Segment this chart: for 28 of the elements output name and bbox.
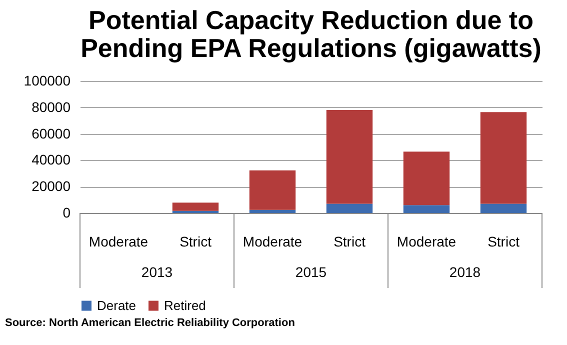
chart-title: Potential Capacity Reduction due to Pending EPA Regulations (gigawatts) [80, 5, 542, 63]
bar [249, 210, 296, 213]
bar [403, 152, 450, 206]
y-tick-label: 20000 [32, 178, 71, 194]
x-tick-label: Moderate [242, 234, 302, 250]
x-tick-label: Strict [180, 234, 212, 250]
x-tick-label: Strict [334, 234, 366, 250]
y-tick-label: 40000 [32, 152, 71, 168]
x-tick-label: Strict [488, 234, 520, 250]
legend-label: Derate [97, 298, 136, 313]
y-tick-label: 60000 [32, 125, 71, 142]
source-note: Source: North American Electric Reliability Corporation [5, 317, 296, 329]
bar [326, 110, 373, 204]
y-tick-label: 100000 [24, 72, 71, 88]
x-tick-label: Moderate [396, 234, 456, 250]
y-tick-label: 0 [62, 204, 71, 220]
bar [403, 205, 450, 213]
text: 2018 [449, 264, 481, 280]
bar [480, 112, 527, 204]
y-tick-label: 80000 [32, 98, 71, 115]
bar [249, 170, 296, 210]
bar [480, 204, 527, 213]
bar [326, 204, 373, 213]
text: 2013 [141, 264, 173, 280]
bar [172, 202, 219, 211]
text: 2015 [295, 264, 327, 280]
x-tick-label: Moderate [88, 234, 148, 250]
legend-label: Retired [164, 298, 206, 313]
